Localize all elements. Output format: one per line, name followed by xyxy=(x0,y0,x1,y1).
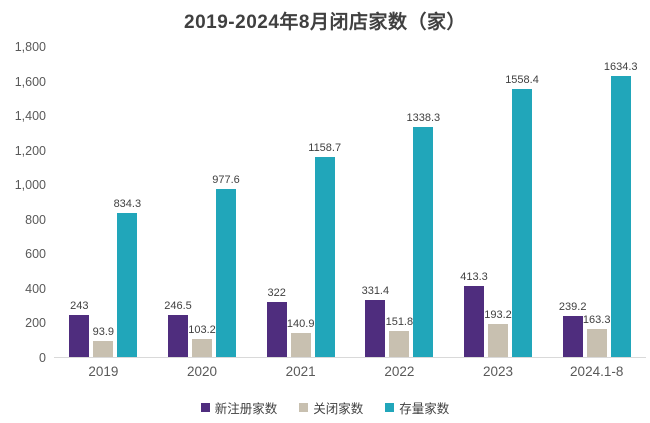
y-axis-tick-label: 600 xyxy=(25,247,46,262)
x-axis: 2019 2020 2021 2022 2023 2024.1-8 xyxy=(54,364,646,379)
bar-value-label: 140.9 xyxy=(286,317,315,330)
bar xyxy=(488,323,509,357)
bar xyxy=(216,188,236,357)
bar-wrap: 1634.3 xyxy=(604,47,638,357)
bar xyxy=(69,315,90,357)
bar-wrap: 1338.3 xyxy=(407,47,440,357)
y-axis-tick-label: 1,600 xyxy=(14,74,46,89)
bar-group: 413.3 193.2 1558.4 xyxy=(449,47,548,357)
y-axis: 0 200 400 600 800 1,000 1,200 1,400 1,600 1,800 xyxy=(6,40,50,365)
bar-value-label: 1558.4 xyxy=(505,73,539,86)
bar xyxy=(464,285,485,357)
bar-wrap: 193.2 xyxy=(484,47,512,357)
bar-value-label: 103.2 xyxy=(188,324,216,337)
bar xyxy=(586,328,607,357)
y-axis-tick-label: 1,400 xyxy=(14,109,46,124)
y-axis-tick-label: 1,200 xyxy=(14,143,46,158)
y-axis-tick-label: 1,800 xyxy=(14,40,46,54)
bar-wrap: 239.2 xyxy=(559,47,586,357)
x-axis-category-label: 2021 xyxy=(285,364,316,379)
bar-wrap: 322 xyxy=(266,47,287,357)
bar-value-label: 322 xyxy=(267,286,286,299)
y-axis-tick-label: 200 xyxy=(25,316,46,331)
bar-wrap: 140.9 xyxy=(287,47,314,357)
bar xyxy=(117,213,138,357)
bar xyxy=(365,299,386,357)
bar-group: 243 93.9 834.3 xyxy=(54,47,153,357)
legend-label: 存量家数 xyxy=(399,402,450,416)
bar-wrap: 163.3 xyxy=(583,47,610,357)
bar-value-label: 93.9 xyxy=(92,325,115,338)
y-axis-tick-label: 0 xyxy=(39,351,46,365)
bar-value-label: 834.3 xyxy=(113,198,142,211)
x-axis-category-label: 2022 xyxy=(384,364,415,379)
bar-value-label: 243 xyxy=(70,300,89,313)
bar-value-label: 1634.3 xyxy=(603,60,638,73)
bar xyxy=(192,339,212,357)
bar-wrap: 93.9 xyxy=(92,47,115,357)
bar-group: 246.5 103.2 977.6 xyxy=(153,47,252,357)
bar-wrap: 243 xyxy=(69,47,90,357)
legend-item: 存量家数 xyxy=(385,398,449,417)
y-axis-tick-label: 1,000 xyxy=(14,178,46,193)
bar-value-label: 977.6 xyxy=(212,173,240,186)
bar-value-label: 193.2 xyxy=(484,308,512,321)
bar-value-label: 246.5 xyxy=(164,299,192,312)
bar-group: 331.4 151.8 1338.3 xyxy=(350,47,449,357)
bar-value-label: 163.3 xyxy=(582,313,611,326)
legend-label: 新注册家数 xyxy=(214,402,278,416)
bar-wrap: 246.5 xyxy=(164,47,192,357)
bar xyxy=(389,330,410,357)
legend-swatch-icon xyxy=(385,403,395,412)
bar-wrap: 1158.7 xyxy=(308,47,341,357)
bar-wrap: 103.2 xyxy=(188,47,216,357)
bar-value-label: 1338.3 xyxy=(406,111,441,124)
bar-value-label: 239.2 xyxy=(558,300,587,313)
bar xyxy=(93,340,114,357)
legend-swatch-icon xyxy=(299,403,309,412)
legend: 新注册家数 关闭家数 存量家数 xyxy=(0,398,650,417)
bar-value-label: 413.3 xyxy=(460,270,488,283)
x-axis-category-label: 2020 xyxy=(186,364,218,379)
y-axis-tick-label: 400 xyxy=(25,281,46,296)
bar-value-label: 151.8 xyxy=(385,315,414,328)
bar-wrap: 834.3 xyxy=(114,47,141,357)
bar-group: 322 140.9 1158.7 xyxy=(251,47,350,357)
chart-title: 2019-2024年8月闭店家数（家） xyxy=(184,12,466,33)
bar-wrap: 151.8 xyxy=(386,47,413,357)
bar xyxy=(168,314,188,357)
bar xyxy=(562,315,583,357)
legend-swatch-icon xyxy=(200,403,210,412)
bar-group: 239.2 163.3 1634.3 xyxy=(547,47,646,357)
bar-value-label: 331.4 xyxy=(361,284,390,297)
bar xyxy=(314,157,335,357)
x-axis-category-label: 2024.1-8 xyxy=(570,364,624,379)
bar-wrap: 1558.4 xyxy=(505,47,539,357)
bar-value-label: 1158.7 xyxy=(308,142,342,155)
bar-wrap: 977.6 xyxy=(212,47,240,357)
legend-item: 关闭家数 xyxy=(299,398,363,417)
legend-label: 关闭家数 xyxy=(313,402,364,416)
bar-wrap: 413.3 xyxy=(460,47,488,357)
y-axis-tick-label: 800 xyxy=(25,212,46,227)
bar xyxy=(512,88,533,357)
plot-area: 243 93.9 834.3 246.5 103.2 977.6 322 140.9 1158.… xyxy=(54,47,646,358)
legend-item: 新注册家数 xyxy=(200,398,278,417)
bar xyxy=(610,75,631,357)
bar xyxy=(290,332,311,357)
bar-wrap: 331.4 xyxy=(362,47,389,357)
x-axis-category-label: 2019 xyxy=(88,364,119,379)
plot-region: 0 200 400 600 800 1,000 1,200 1,400 1,600 1,800 2… xyxy=(6,40,646,365)
bar xyxy=(266,301,287,357)
x-axis-category-label: 2023 xyxy=(483,364,514,379)
bar xyxy=(413,126,434,357)
